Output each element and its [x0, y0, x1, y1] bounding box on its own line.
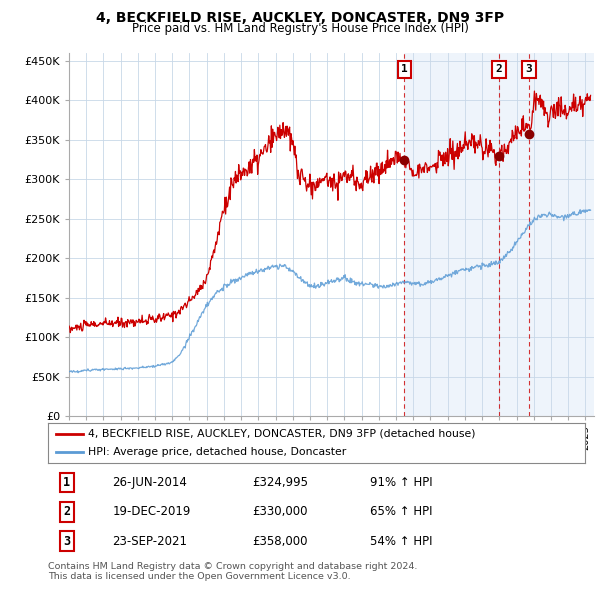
Text: 4, BECKFIELD RISE, AUCKLEY, DONCASTER, DN9 3FP (detached house): 4, BECKFIELD RISE, AUCKLEY, DONCASTER, D… [88, 429, 476, 439]
Text: 3: 3 [63, 535, 70, 548]
Text: Contains HM Land Registry data © Crown copyright and database right 2024.
This d: Contains HM Land Registry data © Crown c… [48, 562, 418, 581]
Text: 65% ↑ HPI: 65% ↑ HPI [370, 505, 433, 519]
Text: £324,995: £324,995 [252, 476, 308, 489]
Text: 91% ↑ HPI: 91% ↑ HPI [370, 476, 433, 489]
Text: 1: 1 [63, 476, 70, 489]
Text: £330,000: £330,000 [252, 505, 308, 519]
Text: 19-DEC-2019: 19-DEC-2019 [112, 505, 191, 519]
Text: Price paid vs. HM Land Registry's House Price Index (HPI): Price paid vs. HM Land Registry's House … [131, 22, 469, 35]
Text: 54% ↑ HPI: 54% ↑ HPI [370, 535, 433, 548]
Text: 26-JUN-2014: 26-JUN-2014 [112, 476, 187, 489]
Text: 2: 2 [496, 64, 502, 74]
Text: 1: 1 [401, 64, 408, 74]
Text: HPI: Average price, detached house, Doncaster: HPI: Average price, detached house, Donc… [88, 447, 347, 457]
Text: 4, BECKFIELD RISE, AUCKLEY, DONCASTER, DN9 3FP: 4, BECKFIELD RISE, AUCKLEY, DONCASTER, D… [96, 11, 504, 25]
Text: £358,000: £358,000 [252, 535, 308, 548]
Text: 2: 2 [63, 505, 70, 519]
Bar [404, 53, 600, 416]
Text: 3: 3 [526, 64, 532, 74]
Text: 23-SEP-2021: 23-SEP-2021 [112, 535, 187, 548]
